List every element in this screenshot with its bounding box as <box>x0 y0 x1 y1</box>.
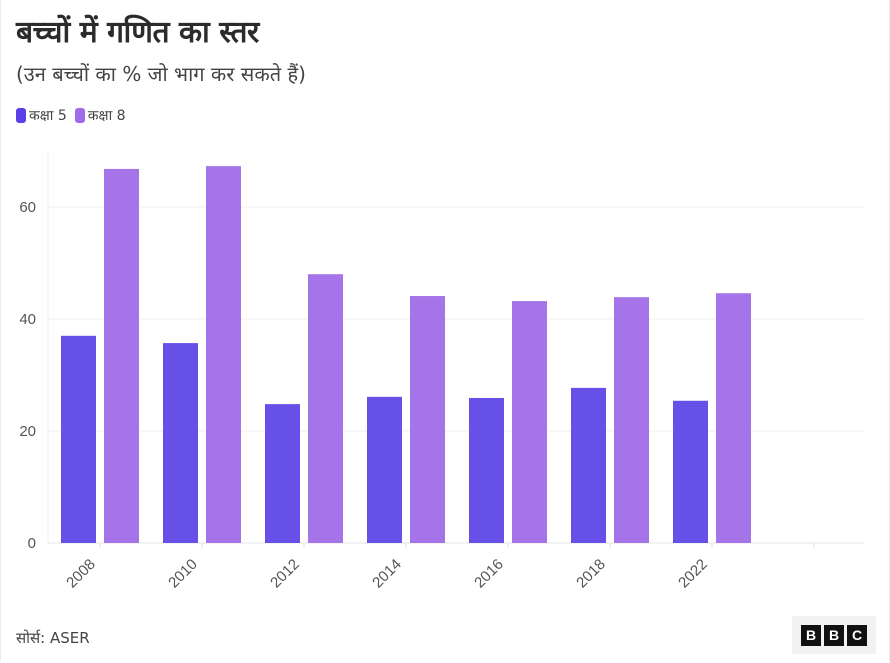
bar-class5[interactable] <box>571 387 606 543</box>
bar-class8[interactable] <box>512 301 547 543</box>
bar-class5[interactable] <box>61 335 96 543</box>
y-tick-label: 40 <box>19 311 36 328</box>
x-tick-label: 2022 <box>675 556 711 592</box>
legend-label-class5: कक्षा 5 <box>29 108 67 124</box>
x-tick-label: 2012 <box>267 556 303 592</box>
chart-title: बच्चों में गणित का स्तर <box>16 15 259 50</box>
bar-class8[interactable] <box>716 293 751 543</box>
legend-item-class8[interactable]: कक्षा 8 <box>74 106 126 125</box>
x-tick-label: 2018 <box>573 556 609 592</box>
bar-class8[interactable] <box>614 297 649 543</box>
chart-subtitle: (उन बच्चों का % जो भाग कर सकते हैं) <box>16 62 306 86</box>
legend-swatch-class5 <box>16 108 26 123</box>
bar-class5[interactable] <box>163 343 198 543</box>
x-tick-label: 2008 <box>63 556 99 592</box>
y-tick-label: 20 <box>19 423 36 440</box>
bbc-logo-letter: B <box>801 624 821 646</box>
legend-label-class8: कक्षा 8 <box>87 108 126 124</box>
y-tick-label: 60 <box>19 199 36 216</box>
legend: कक्षा 5 कक्षा 8 <box>16 106 134 125</box>
bbc-logo-letter: B <box>824 624 844 646</box>
bar-class8[interactable] <box>206 166 241 543</box>
bar-class5[interactable] <box>367 396 402 543</box>
bar-class8[interactable] <box>410 296 445 543</box>
legend-swatch-class8 <box>74 108 85 123</box>
bar-chart: 0 20 40 60 2008 2010 2012 2014 2016 2018 2022 <box>19 152 864 592</box>
bbc-logo: B B C <box>792 616 876 654</box>
x-tick-label: 2016 <box>471 556 507 592</box>
x-tick-label: 2014 <box>369 556 405 592</box>
bar-class8[interactable] <box>308 274 343 543</box>
bar-class5[interactable] <box>673 400 708 543</box>
bbc-logo-letter: C <box>847 624 867 646</box>
x-tick-label: 2010 <box>165 556 201 592</box>
bar-class5[interactable] <box>265 404 300 543</box>
legend-item-class5[interactable]: कक्षा 5 <box>16 106 67 125</box>
source-note: सोर्स: ASER <box>16 629 90 647</box>
y-tick-label: 0 <box>28 535 36 552</box>
bar-class5[interactable] <box>469 397 504 543</box>
bar-class8[interactable] <box>104 168 139 544</box>
